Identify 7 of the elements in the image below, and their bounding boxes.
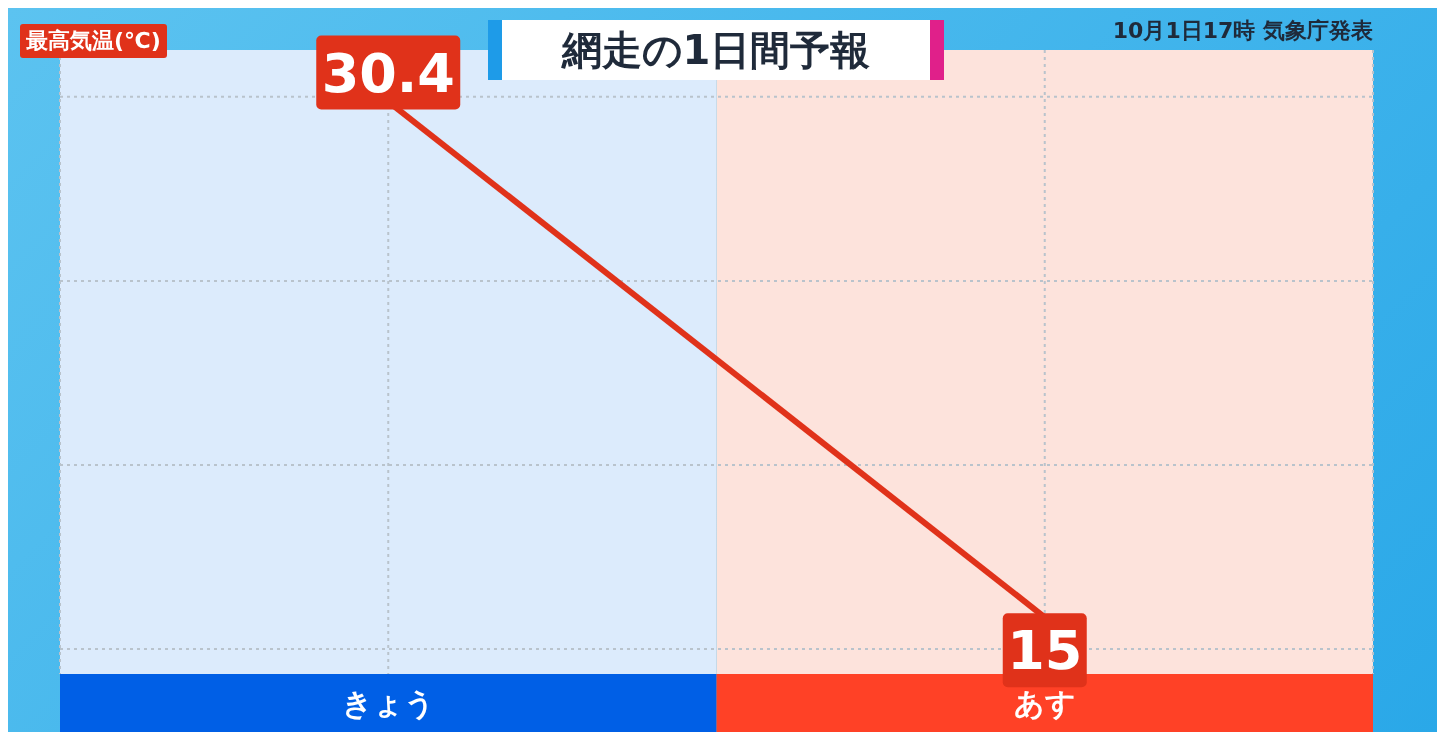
data-label: 15 [1007,619,1083,683]
y-axis-title: 最高気温(℃) [20,24,167,58]
x-tick-label: あす [1013,686,1076,721]
chart-title: 網走の1日間予報 [561,25,871,75]
text: 10月1日17時 気象庁発表 [1112,17,1373,45]
x-tick-label: きょう [341,686,435,721]
data-label: 30.4 [321,41,455,105]
